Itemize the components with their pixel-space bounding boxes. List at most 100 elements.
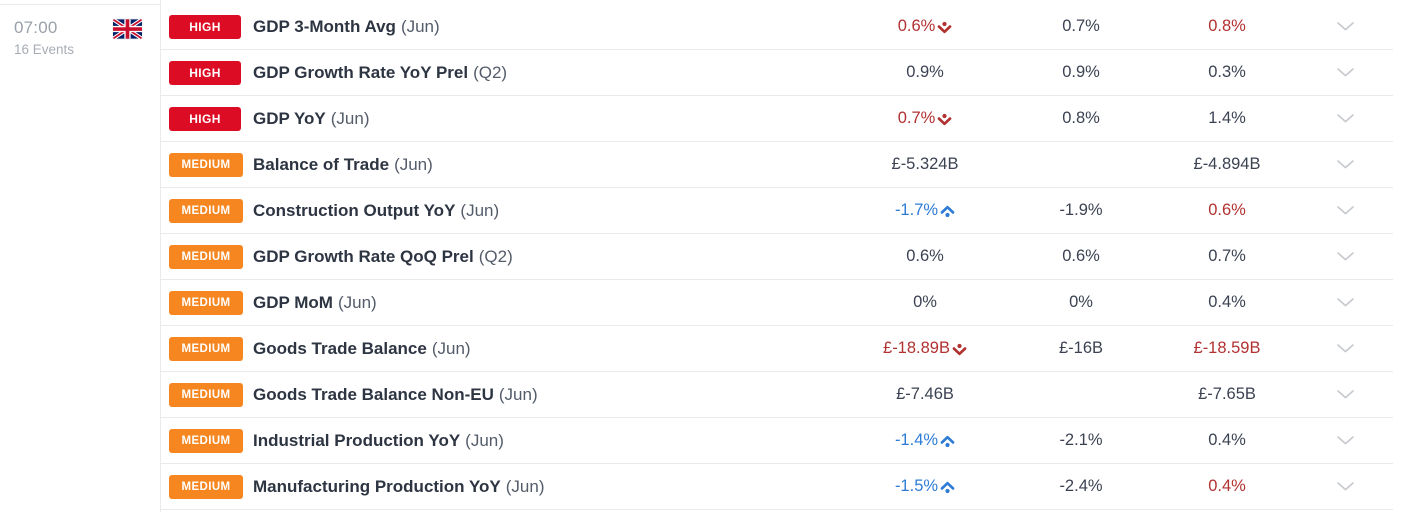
- value-text: 0.7%: [897, 109, 936, 127]
- value-text: 0.4%: [1208, 431, 1246, 449]
- expand-row-button[interactable]: [1297, 22, 1393, 31]
- event-label: Balance of Trade (Jun): [253, 155, 845, 175]
- event-label: GDP 3-Month Avg (Jun): [253, 17, 845, 37]
- value-text: 0.3%: [1208, 63, 1246, 81]
- event-row[interactable]: MEDIUM GDP Growth Rate QoQ Prel (Q2) 0.6%…: [161, 234, 1393, 280]
- expand-row-button[interactable]: [1297, 436, 1393, 445]
- event-label: Goods Trade Balance (Jun): [253, 339, 845, 359]
- uk-flag-icon: [113, 19, 142, 39]
- event-period: (Jun): [330, 108, 370, 128]
- consensus-value: 0%: [1005, 293, 1157, 312]
- consensus-value: 0.7%: [1005, 17, 1157, 36]
- badge-wrap: HIGH: [169, 14, 253, 39]
- actual-value: £-5.324B: [845, 155, 1005, 174]
- trend-down-icon: [937, 21, 952, 34]
- value-text: -1.7%: [894, 201, 939, 219]
- actual-value: £-7.46B: [845, 385, 1005, 404]
- event-row[interactable]: HIGH GDP 3-Month Avg (Jun) 0.6% 0.7%: [161, 4, 1393, 50]
- value-text: -1.4%: [894, 431, 939, 449]
- value-text: £-16B: [1058, 339, 1104, 357]
- expand-row-button[interactable]: [1297, 390, 1393, 399]
- expand-row-button[interactable]: [1297, 68, 1393, 77]
- value-text: £-18.59B: [1193, 339, 1261, 357]
- event-period: (Jun): [337, 292, 377, 312]
- value-text: -1.5%: [894, 477, 939, 495]
- chevron-down-icon: [1336, 436, 1354, 445]
- badge-wrap: MEDIUM: [169, 152, 253, 177]
- event-title: GDP Growth Rate QoQ Prel: [253, 246, 474, 266]
- actual-value: 0.9%: [845, 63, 1005, 82]
- event-row[interactable]: HIGH GDP YoY (Jun) 0.7% 0.8%: [161, 96, 1393, 142]
- value-text: 0.6%: [1062, 247, 1100, 265]
- value-text: £-5.324B: [891, 155, 959, 173]
- event-period: (Q2): [478, 246, 513, 266]
- badge-wrap: MEDIUM: [169, 336, 253, 361]
- value-text: £-7.46B: [896, 385, 954, 403]
- previous-value: £-18.59B: [1157, 339, 1297, 358]
- event-title: Construction Output YoY: [253, 200, 456, 220]
- trend-down-icon: [937, 113, 952, 126]
- trend-up-icon: [940, 205, 955, 218]
- chevron-down-icon: [1336, 22, 1354, 31]
- column-divider: [160, 0, 161, 512]
- expand-row-button[interactable]: [1297, 114, 1393, 123]
- event-row[interactable]: MEDIUM Goods Trade Balance Non-EU (Jun) £…: [161, 372, 1393, 418]
- expand-row-button[interactable]: [1297, 160, 1393, 169]
- event-period: (Jun): [498, 384, 538, 404]
- actual-value: -1.5%: [845, 477, 1005, 496]
- event-row[interactable]: MEDIUM Manufacturing Production YoY (Jun)…: [161, 464, 1393, 510]
- event-period: (Jun): [431, 338, 471, 358]
- event-period: (Jun): [400, 16, 440, 36]
- events-count: 16 Events: [14, 42, 75, 57]
- expand-row-button[interactable]: [1297, 206, 1393, 215]
- expand-row-button[interactable]: [1297, 344, 1393, 353]
- badge-wrap: MEDIUM: [169, 428, 253, 453]
- value-text: 0.7%: [1062, 17, 1100, 35]
- expand-row-button[interactable]: [1297, 298, 1393, 307]
- event-row[interactable]: MEDIUM Industrial Production YoY (Jun) -1…: [161, 418, 1393, 464]
- importance-badge: MEDIUM: [169, 152, 243, 177]
- actual-value: 0%: [845, 293, 1005, 312]
- badge-wrap: MEDIUM: [169, 382, 253, 407]
- badge-wrap: MEDIUM: [169, 244, 253, 269]
- chevron-down-icon: [1336, 344, 1354, 353]
- event-row[interactable]: MEDIUM Balance of Trade (Jun) £-5.324B: [161, 142, 1393, 188]
- event-period: (Jun): [394, 154, 433, 174]
- actual-value: 0.6%: [845, 247, 1005, 266]
- event-row[interactable]: HIGH GDP Growth Rate YoY Prel (Q2) 0.9% 0…: [161, 50, 1393, 96]
- importance-badge: HIGH: [169, 14, 241, 39]
- event-title: Goods Trade Balance Non-EU: [253, 384, 494, 404]
- value-text: 0.6%: [1208, 201, 1246, 219]
- importance-badge: HIGH: [169, 60, 241, 85]
- chevron-down-icon: [1336, 298, 1354, 307]
- expand-row-button[interactable]: [1297, 482, 1393, 491]
- consensus-value: 0.8%: [1005, 109, 1157, 128]
- actual-value: £-18.89B: [845, 339, 1005, 358]
- previous-value: 0.7%: [1157, 247, 1297, 266]
- actual-value: 0.7%: [845, 109, 1005, 128]
- chevron-down-icon: [1336, 206, 1354, 215]
- consensus-value: £-16B: [1005, 339, 1157, 358]
- importance-badge: HIGH: [169, 106, 241, 131]
- previous-value: £-4.894B: [1157, 155, 1297, 174]
- event-title: Balance of Trade: [253, 154, 390, 174]
- event-time: 07:00: [14, 18, 58, 37]
- event-row[interactable]: MEDIUM Construction Output YoY (Jun) -1.7…: [161, 188, 1393, 234]
- previous-value: 0.4%: [1157, 477, 1297, 496]
- event-row[interactable]: MEDIUM Goods Trade Balance (Jun) £-18.89B…: [161, 326, 1393, 372]
- importance-badge: MEDIUM: [169, 382, 243, 407]
- value-text: 0%: [1069, 293, 1093, 311]
- previous-value: 0.6%: [1157, 201, 1297, 220]
- chevron-down-icon: [1336, 482, 1354, 491]
- event-label: GDP MoM (Jun): [253, 293, 845, 313]
- value-text: -2.4%: [1059, 477, 1103, 495]
- value-text: 0.8%: [1208, 17, 1246, 35]
- event-period: (Q2): [473, 62, 508, 82]
- consensus-value: -2.4%: [1005, 477, 1157, 496]
- value-text: £-18.89B: [883, 339, 950, 357]
- event-label: Manufacturing Production YoY (Jun): [253, 477, 845, 497]
- chevron-down-icon: [1336, 252, 1354, 261]
- expand-row-button[interactable]: [1297, 252, 1393, 261]
- previous-value: 1.4%: [1157, 109, 1297, 128]
- event-row[interactable]: MEDIUM GDP MoM (Jun) 0% 0%: [161, 280, 1393, 326]
